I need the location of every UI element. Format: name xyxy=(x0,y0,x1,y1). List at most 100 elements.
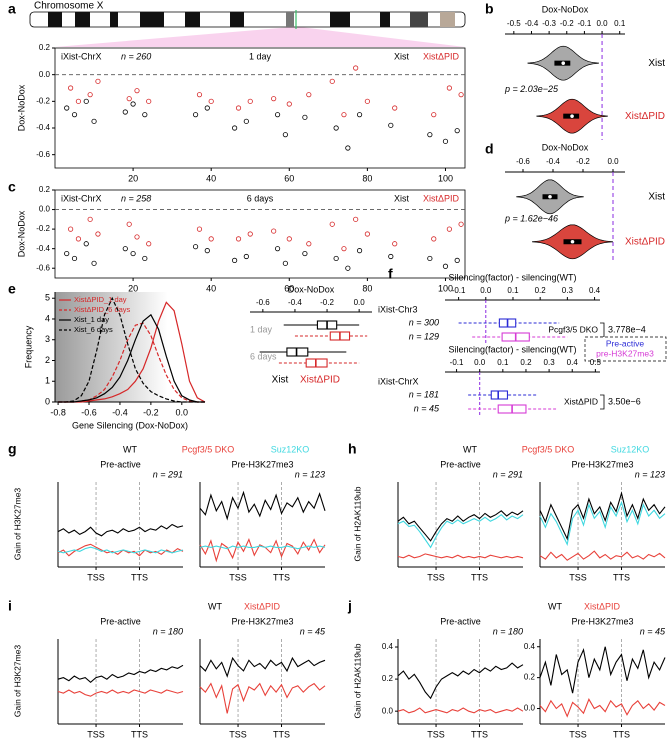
x-tick-label: 80 xyxy=(362,173,372,183)
x-tick-label: -0.1 xyxy=(450,358,464,367)
data-point xyxy=(134,88,140,94)
y-tick-label: -0.2 xyxy=(36,96,50,105)
x-tick-label: 0.4 xyxy=(589,286,601,295)
subplot-title: Pre-active xyxy=(100,459,141,469)
n-label: n = 45 xyxy=(300,626,326,636)
n-label: n = 258 xyxy=(121,193,151,203)
x-tick-label: TSS xyxy=(569,572,587,582)
data-point xyxy=(345,145,351,151)
row-label: n = 129 xyxy=(409,331,439,341)
plot-frame xyxy=(54,189,466,279)
y-tick-label: 0 xyxy=(45,396,50,406)
x-tick-label: -0.4 xyxy=(525,19,539,28)
signal-line xyxy=(199,682,326,714)
data-point xyxy=(126,221,132,227)
data-point xyxy=(442,138,449,144)
y-tick-label: 0.0 xyxy=(39,205,51,214)
x-tick-label: 0.0 xyxy=(607,157,619,166)
data-point xyxy=(232,257,238,263)
n-label: n = 260 xyxy=(121,51,151,61)
signal-line xyxy=(199,545,326,550)
signal-line xyxy=(57,689,184,697)
y-tick-label: 0.0 xyxy=(524,704,536,713)
plot-label: iXist-Chr3 xyxy=(378,304,418,314)
data-point xyxy=(333,125,339,131)
plot-title: Silencing(factor) - silencing(WT) xyxy=(448,272,576,282)
x-tick-label: 0.0 xyxy=(474,358,486,367)
x-tick-label: TTS xyxy=(131,729,148,739)
data-point xyxy=(392,241,398,247)
x-tick-label: 0.3 xyxy=(544,358,556,367)
x-tick-label: TSS xyxy=(229,572,247,582)
category-label: Xist xyxy=(648,191,665,202)
plot-title: Silencing(factor) - silencing(WT) xyxy=(448,344,576,354)
y-tick-label: -0.6 xyxy=(36,150,50,159)
n-label: n = 45 xyxy=(640,626,666,636)
bracket xyxy=(600,394,605,410)
x-tick-label: 0.5 xyxy=(590,358,602,367)
legend-label: XistΔPID xyxy=(423,193,460,203)
data-point xyxy=(95,78,101,84)
plot-label: iXist-ChrX xyxy=(61,193,102,203)
signal-line xyxy=(539,500,666,546)
subplot-title: Pre-active xyxy=(100,616,141,626)
signal-line xyxy=(199,538,326,563)
x-tick-label: 0.0 xyxy=(480,286,492,295)
data-point xyxy=(146,98,152,104)
subplot-title: Pre-H3K27me3 xyxy=(571,459,633,469)
category-label: Xist xyxy=(648,58,665,69)
data-point xyxy=(247,231,253,237)
x-tick-label: -0.2 xyxy=(560,19,574,28)
y-axis-label: Gain of H2AK119ub xyxy=(352,486,362,561)
data-point xyxy=(271,228,277,234)
legend-label: XistΔPID xyxy=(584,601,621,611)
data-point xyxy=(306,92,312,98)
x-tick-label: TTS xyxy=(613,572,630,582)
y-tick-label: 2 xyxy=(45,355,50,365)
signal-line xyxy=(57,664,184,684)
y-tick-label: 4 xyxy=(45,313,50,323)
data-point xyxy=(122,246,128,252)
data-point xyxy=(364,231,370,237)
x-tick-label: TSS xyxy=(87,729,105,739)
x-tick-label: 60 xyxy=(284,283,294,293)
plot-frame xyxy=(54,47,466,169)
x-tick-label: TSS xyxy=(427,729,445,739)
legend-label: Pre-active xyxy=(606,338,645,348)
x-tick-label: 0.3 xyxy=(562,286,574,295)
x-axis-label: Dox-NoDox xyxy=(288,284,335,294)
data-point xyxy=(446,226,452,232)
n-label: n = 123 xyxy=(295,469,325,479)
legend-label: Pcgf3/5 DKO xyxy=(182,444,235,454)
data-point xyxy=(142,255,148,262)
data-point xyxy=(208,98,214,104)
category-label: XistΔPID xyxy=(625,236,665,247)
x-tick-label: 0.2 xyxy=(520,358,532,367)
x-tick-label: -0.2 xyxy=(143,407,159,417)
x-tick-label: TSS xyxy=(427,572,445,582)
x-tick-label: 100 xyxy=(438,283,453,293)
annotation: p = 2.03e−25 xyxy=(504,84,559,94)
n-label: n = 180 xyxy=(493,626,523,636)
legend-label: Suz12KO xyxy=(611,444,650,454)
x-tick-label: -0.1 xyxy=(578,19,592,28)
data-point xyxy=(83,98,89,104)
panel-label: a xyxy=(8,1,16,17)
row-label: n = 45 xyxy=(414,403,440,413)
data-point xyxy=(75,236,82,242)
legend-label: XistΔPID xyxy=(423,51,460,61)
data-point xyxy=(134,234,140,240)
group-label: 6 days xyxy=(250,351,277,361)
x-tick-label: 0.0 xyxy=(354,298,366,307)
data-point xyxy=(353,65,359,71)
data-point xyxy=(446,85,452,91)
data-point xyxy=(271,96,277,102)
x-tick-label: -0.5 xyxy=(507,19,521,28)
data-point xyxy=(87,216,93,222)
x-tick-label: -0.4 xyxy=(288,298,302,307)
y-tick-label: -0.4 xyxy=(36,123,50,132)
signal-line xyxy=(397,510,524,542)
signal-line xyxy=(57,543,184,557)
data-point xyxy=(68,85,74,91)
